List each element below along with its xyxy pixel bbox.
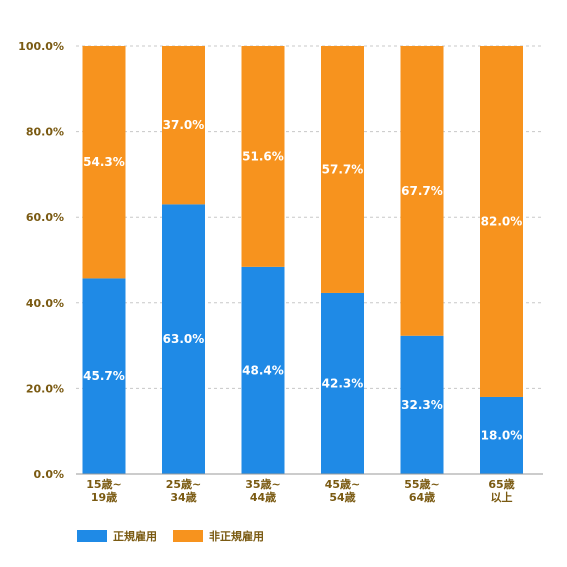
bar-segment xyxy=(241,46,285,267)
data-label: 32.3% xyxy=(401,398,443,412)
bar-segment xyxy=(480,396,523,474)
legend-label: 正規雇用 xyxy=(113,529,157,543)
x-tick-label: 15歳~ 19歳 xyxy=(86,477,122,504)
data-label: 48.4% xyxy=(242,363,284,377)
y-tick-label: 80.0% xyxy=(26,126,64,139)
bar-segment xyxy=(162,46,205,205)
y-axis: 0.0% 20.0% 40.0% 60.0% 80.0% 100.0% xyxy=(18,40,64,481)
data-label: 82.0% xyxy=(481,214,523,228)
legend-label: 非正規雇用 xyxy=(209,529,264,543)
data-label: 45.7% xyxy=(83,369,125,383)
y-tick-label: 20.0% xyxy=(26,382,64,395)
x-tick-label: 65歳以上 xyxy=(488,477,514,504)
x-axis: 15歳~ 19歳 25歳~ 34歳 35歳~ 44歳 45歳~ 54歳 55歳~ 64歳 65歳以上 xyxy=(76,473,543,504)
data-label: 63.0% xyxy=(163,332,205,346)
y-tick-label: 40.0% xyxy=(26,297,64,310)
data-label: 54.3% xyxy=(83,155,125,169)
bar-segment xyxy=(82,278,126,474)
y-tick-label: 100.0% xyxy=(18,40,64,53)
bar-segment xyxy=(400,335,444,474)
x-tick-label: 25歳~ 34歳 xyxy=(166,477,202,504)
legend-swatch xyxy=(77,530,107,542)
data-label: 37.0% xyxy=(163,118,205,132)
bar-segment xyxy=(162,204,205,475)
data-label: 67.7% xyxy=(401,184,443,198)
data-label: 51.6% xyxy=(242,149,284,163)
legend: 正規雇用 非正規雇用 xyxy=(77,529,264,543)
data-label: 42.3% xyxy=(322,376,364,390)
legend-swatch xyxy=(173,530,203,542)
bar-segment xyxy=(321,292,364,474)
y-tick-label: 60.0% xyxy=(26,211,64,224)
data-label: 18.0% xyxy=(481,428,523,442)
x-tick-label: 45歳~ 54歳 xyxy=(325,477,361,504)
y-tick-label: 0.0% xyxy=(33,468,64,481)
bar-segment xyxy=(241,266,285,474)
x-tick-label: 35歳~ 44歳 xyxy=(245,477,281,504)
x-tick-label: 55歳~ 64歳 xyxy=(404,477,440,504)
bar-segment xyxy=(400,46,444,336)
data-label: 57.7% xyxy=(322,162,364,176)
bar-segment xyxy=(480,46,523,397)
bars: 45.7% 54.3% 63.0% 37.0% 48.4% 51.6% 42.3% 57.7%… xyxy=(82,46,523,475)
gridlines xyxy=(76,45,543,389)
bar-segment xyxy=(321,46,364,293)
bar-segment xyxy=(82,46,126,279)
